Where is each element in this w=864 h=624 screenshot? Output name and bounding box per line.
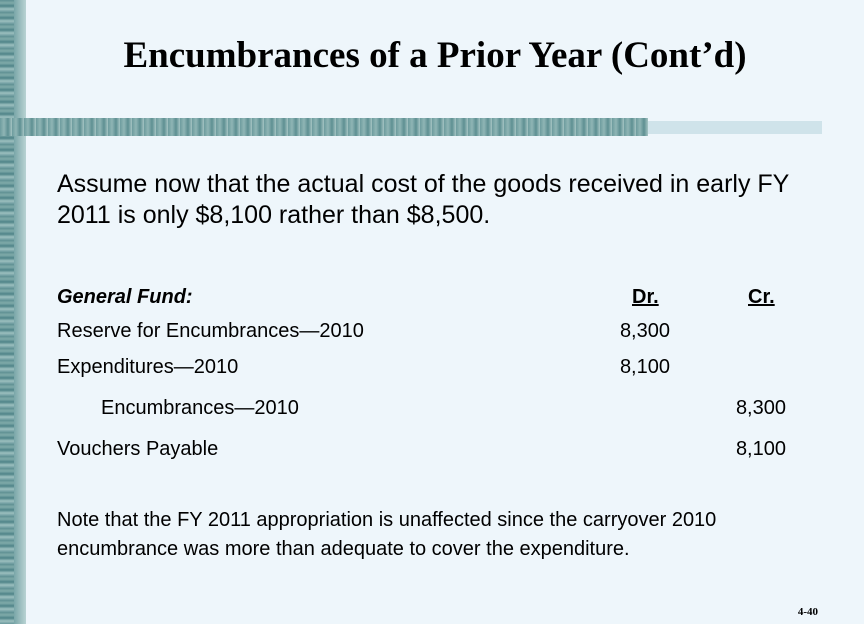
credit-column-header: Cr. [748,286,775,308]
left-decorative-strip [0,0,14,624]
slide-title: Encumbrances of a Prior Year (Cont’d) [123,35,747,76]
entry-credit: 8,300 [735,397,786,419]
intro-paragraph: Assume now that the actual cost of the g… [57,170,789,229]
entry-debit: 8,300 [619,320,670,342]
entry-account: Expenditures—2010 [57,356,239,378]
entry-account: Vouchers Payable [57,438,219,460]
entry-account: Encumbrances—2010 [101,397,299,419]
title-underline-bar-light [648,121,822,134]
entry-credit: 8,100 [735,438,786,460]
fund-label: General Fund: [57,286,193,308]
title-underline-bar [0,118,648,136]
note-paragraph: Note that the FY 2011 appropriation is u… [57,509,717,560]
left-decorative-strip-inner [14,0,26,624]
page-number: 4-40 [797,606,818,618]
debit-column-header: Dr. [632,286,659,308]
entry-account: Reserve for Encumbrances—2010 [57,320,364,342]
entry-debit: 8,100 [619,356,670,378]
